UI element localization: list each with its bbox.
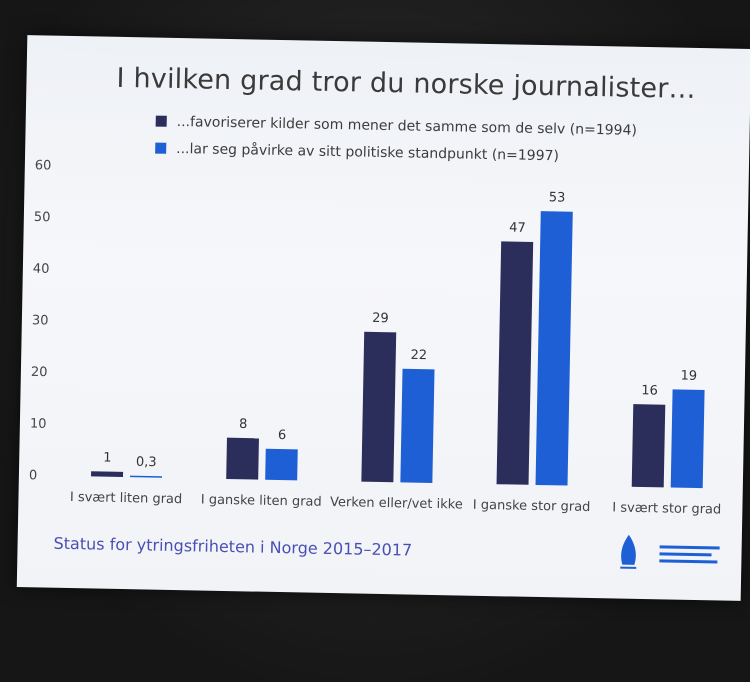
presentation-slide: I hvilken grad tror du norske journalist… [16, 35, 750, 601]
data-label-series-1-cat-3: 29 [372, 311, 389, 326]
data-label-series-1-cat-5: 16 [641, 383, 658, 398]
fritt-ord-logo [620, 534, 637, 569]
bar-series-2-cat-3 [400, 368, 435, 483]
category-label-5: I svært stor grad [612, 500, 721, 517]
category-label-1: I svært liten grad [70, 490, 183, 507]
institutt-for-samfunnsforskning-logo [659, 545, 720, 564]
bar-series-2-cat-1 [129, 475, 163, 478]
bar-series-2-cat-2 [265, 448, 298, 481]
data-label-series-2-cat-1: 0,3 [136, 455, 157, 470]
bar-series-1-cat-3 [361, 331, 397, 483]
bar-series-1-cat-5 [631, 404, 666, 488]
data-label-series-1-cat-4: 47 [509, 221, 526, 236]
data-label-series-2-cat-2: 6 [278, 428, 287, 443]
data-label-series-2-cat-5: 19 [680, 369, 697, 384]
data-label-series-1-cat-1: 1 [103, 450, 112, 465]
data-label-series-2-cat-3: 22 [410, 348, 427, 363]
y-tick-label-20: 20 [31, 365, 48, 380]
data-label-series-1-cat-2: 8 [239, 417, 248, 432]
y-tick-label-10: 10 [30, 417, 47, 432]
y-tick-label-50: 50 [34, 210, 51, 225]
bar-series-1-cat-4 [496, 241, 534, 485]
bar-series-1-cat-2 [226, 437, 259, 480]
category-label-3: Verken eller/vet ikke [330, 495, 463, 513]
y-tick-label-30: 30 [32, 313, 49, 328]
y-tick-label-60: 60 [35, 158, 52, 173]
bar-series-1-cat-1 [91, 471, 124, 478]
category-label-4: I ganske stor grad [473, 498, 591, 515]
category-label-2: I ganske liten grad [201, 493, 322, 510]
y-tick-label-0: 0 [29, 468, 38, 483]
bar-series-2-cat-4 [535, 211, 573, 486]
data-label-series-2-cat-4: 53 [549, 190, 566, 205]
y-tick-label-40: 40 [33, 262, 50, 277]
bar-series-2-cat-5 [670, 389, 705, 489]
bar-chart: 0 10 20 30 40 50 60 1 0,3 I svært liten grad 8 6 I g… [29, 158, 722, 517]
